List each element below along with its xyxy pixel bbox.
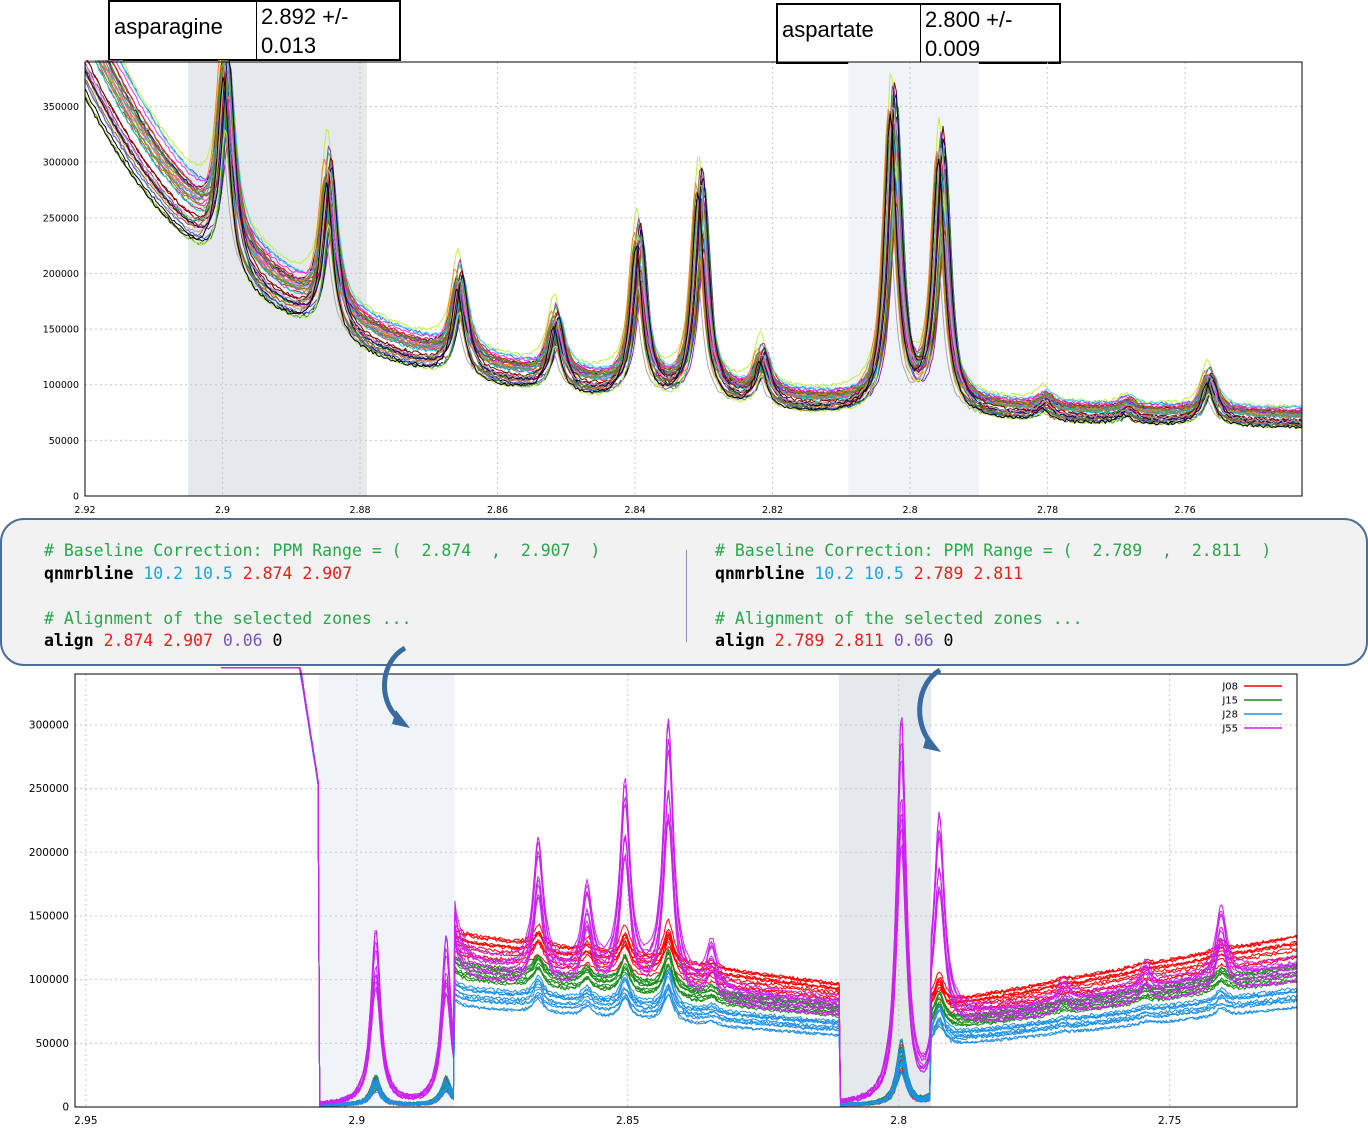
spectrum-line <box>85 60 1303 415</box>
y-tick-label: 250000 <box>29 783 69 795</box>
y-tick-label: 300000 <box>29 719 69 731</box>
spectrum-line-j55 <box>221 667 1298 1105</box>
x-tick-label: 2.78 <box>1037 505 1058 516</box>
spectra-lines <box>84 60 1303 429</box>
code-panel: # Baseline Correction: PPM Range = ( 2.8… <box>0 518 1368 666</box>
aspartate-value: 2.800 +/- 0.009 <box>921 5 1016 62</box>
y-tick-label: 0 <box>73 492 79 503</box>
param: 10.5 <box>864 563 904 583</box>
x-tick-label: 2.8 <box>890 1115 907 1127</box>
x-tick-label: 2.82 <box>762 505 783 516</box>
spectrum-line-j55 <box>221 667 1298 1106</box>
y-tick-label: 100000 <box>29 974 69 986</box>
param: 2.874 <box>103 631 154 650</box>
spectrum-line <box>85 60 1302 414</box>
x-tick-label: 2.84 <box>624 505 645 516</box>
asparagine-value-line2: 0.013 <box>261 33 317 58</box>
spectrum-line <box>84 76 1303 429</box>
x-tick-label: 2.9 <box>215 505 230 516</box>
spectrum-line-j55 <box>221 667 1298 1104</box>
aspartate-name: aspartate <box>778 5 921 62</box>
comment-baseline-left: # Baseline Correction: PPM Range = ( 2.8… <box>44 541 601 560</box>
x-tick-label: 2.85 <box>616 1115 639 1127</box>
legend-label: J08 <box>1221 682 1238 693</box>
y-tick-label: 150000 <box>43 325 79 336</box>
cmd-qnmrbline-left: qnmrbline <box>44 563 134 583</box>
code-column-right: # Baseline Correction: PPM Range = ( 2.7… <box>715 540 1271 653</box>
x-tick-label: 2.76 <box>1175 505 1196 516</box>
legend-label: J55 <box>1221 724 1238 735</box>
param: 10.2 <box>814 563 855 583</box>
asparagine-name: asparagine <box>110 2 257 59</box>
aspartate-value-line1: 2.800 +/- <box>925 7 1013 32</box>
asparagine-value: 2.892 +/- 0.013 <box>257 2 352 59</box>
x-tick-label: 2.8 <box>903 505 918 516</box>
spectrum-line-j55 <box>221 667 1298 1105</box>
x-tick-label: 2.75 <box>1158 1115 1181 1127</box>
x-tick-label: 2.92 <box>74 505 95 516</box>
comment-align-right: # Alignment of the selected zones ... <box>715 608 1083 628</box>
param: 0 <box>272 631 283 650</box>
x-tick-label: 2.95 <box>74 1115 97 1127</box>
param: 2.907 <box>163 631 213 650</box>
y-tick-label: 250000 <box>43 213 79 224</box>
spectrum-line-j28 <box>221 667 1298 1107</box>
param: 10.2 <box>143 563 184 583</box>
x-tick-label: 2.88 <box>349 505 370 516</box>
top-spectra-chart: 2.92 2.9 2.88 2.86 2.84 2.82 2.8 2.78 2.76 0 50000… <box>43 60 1303 516</box>
aspartate-label-box: aspartate 2.800 +/- 0.009 <box>776 3 1061 64</box>
bottom-aligned-spectra-chart: 2.95 2.9 2.85 2.8 2.75 0 50000 100000 150000 2000… <box>29 667 1298 1127</box>
cmd-align-right: align <box>715 631 765 650</box>
param: 2.811 <box>973 563 1023 583</box>
y-tick-label: 300000 <box>43 158 79 169</box>
shaded-region <box>848 62 979 496</box>
comment-baseline-right: # Baseline Correction: PPM Range = ( 2.7… <box>715 541 1272 560</box>
spectrum-line <box>84 60 1303 425</box>
spectrum-line-j55 <box>221 667 1298 1105</box>
spectrum-line <box>84 60 1303 424</box>
param: 2.874 <box>242 563 293 583</box>
y-tick-label: 0 <box>62 1102 69 1114</box>
comment-align-left: # Alignment of the selected zones ... <box>44 608 412 628</box>
asparagine-label-box: asparagine 2.892 +/- 0.013 <box>108 0 401 61</box>
cmd-qnmrbline-right: qnmrbline <box>715 563 805 583</box>
y-tick-label: 50000 <box>49 436 79 447</box>
legend-label: J15 <box>1221 696 1238 707</box>
shaded-region <box>318 674 455 1107</box>
plot-frame <box>74 673 1298 1108</box>
plot-frame <box>84 61 1303 497</box>
spectrum-line-j28 <box>221 667 1298 1107</box>
y-tick-label: 350000 <box>43 102 79 113</box>
y-tick-label: 50000 <box>36 1038 69 1050</box>
param: 2.811 <box>834 631 884 650</box>
code-column-left: # Baseline Correction: PPM Range = ( 2.8… <box>44 540 600 653</box>
param: 10.5 <box>193 563 233 583</box>
x-tick-label: 2.9 <box>348 1115 365 1127</box>
aspartate-value-line2: 0.009 <box>925 36 981 61</box>
code-divider <box>686 550 687 642</box>
legend-label: J28 <box>1221 710 1238 721</box>
spectrum-line <box>84 80 1303 427</box>
param: 0.06 <box>893 631 934 650</box>
param: 2.789 <box>913 563 964 583</box>
param: 0.06 <box>222 631 263 650</box>
param: 2.907 <box>302 563 352 583</box>
x-tick-label: 2.86 <box>487 505 508 516</box>
spectra-lines <box>221 667 1298 1108</box>
legend: J08 J15 J28 J55 <box>1221 682 1282 735</box>
cmd-align-left: align <box>44 631 94 650</box>
y-tick-label: 100000 <box>43 380 79 391</box>
y-tick-label: 200000 <box>43 269 79 280</box>
param: 0 <box>943 631 954 650</box>
asparagine-value-line1: 2.892 +/- <box>261 4 349 29</box>
y-tick-label: 150000 <box>29 910 69 922</box>
param: 2.789 <box>774 631 825 650</box>
y-tick-label: 200000 <box>29 847 69 859</box>
